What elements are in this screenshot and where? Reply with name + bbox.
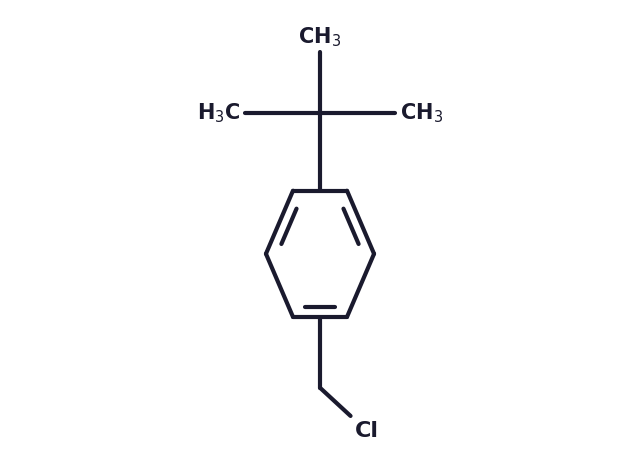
Text: H$_3$C: H$_3$C xyxy=(196,101,240,125)
Text: Cl: Cl xyxy=(355,421,380,441)
Text: CH$_3$: CH$_3$ xyxy=(298,26,342,49)
Text: CH$_3$: CH$_3$ xyxy=(400,101,443,125)
